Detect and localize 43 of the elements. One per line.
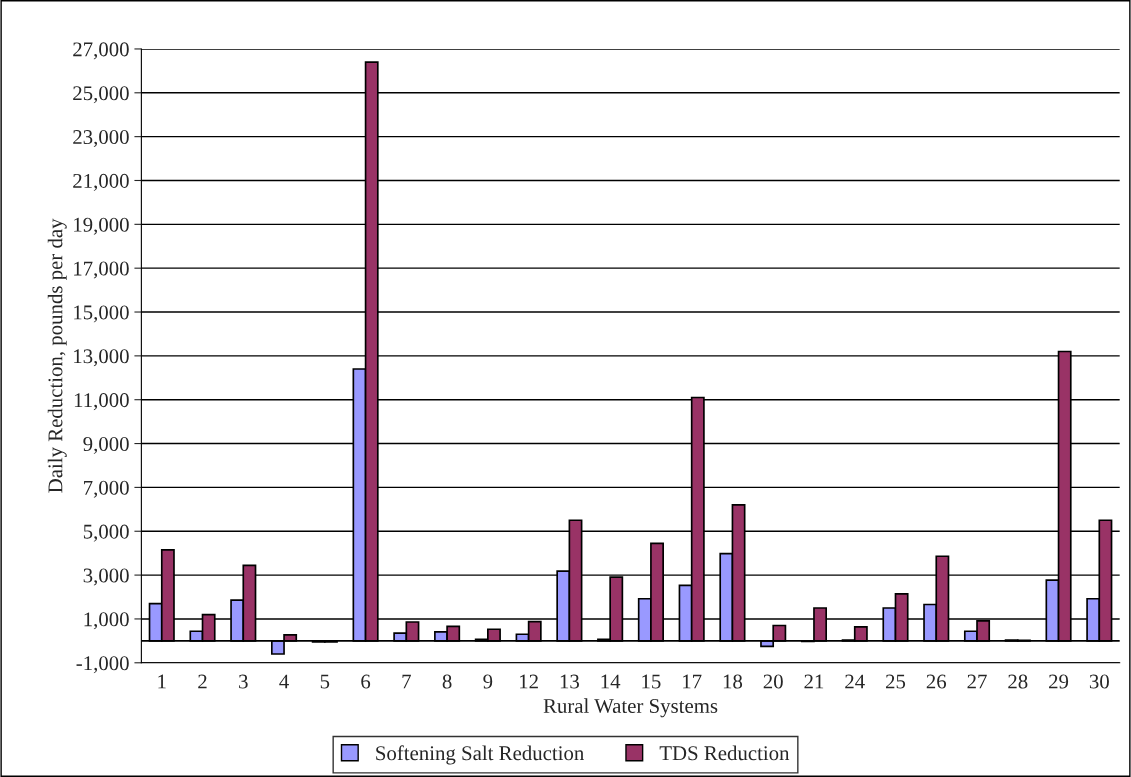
x-tick-label: 30 — [1089, 674, 1109, 689]
x-tick-label: 21 — [804, 674, 824, 689]
y-tick-label: -1,000 — [76, 656, 129, 674]
y-axis-title: Daily Reduction, pounds per day — [47, 218, 67, 493]
x-tick-label: 5 — [320, 674, 330, 689]
x-tick-label: 18 — [723, 674, 743, 689]
y-tick-label: 27,000 — [73, 42, 129, 60]
y-tick-label: 21,000 — [73, 173, 129, 191]
x-tick-label: 17 — [683, 674, 702, 689]
y-tick-label: 3,000 — [83, 568, 129, 586]
x-tick-label: 25 — [885, 674, 906, 689]
y-tick-label: 17,000 — [74, 261, 129, 279]
x-tick-label: 14 — [601, 674, 621, 689]
y-tick-label: 13,000 — [74, 349, 129, 367]
y-tick-label: 7,000 — [84, 480, 129, 498]
x-tick-label: 2 — [198, 674, 207, 689]
x-tick-label: 13 — [560, 674, 579, 689]
y-tick-label: 11,000 — [74, 393, 129, 411]
x-tick-label: 15 — [642, 674, 661, 689]
x-tick-label: 9 — [483, 674, 493, 689]
x-tick-label: 12 — [520, 674, 538, 689]
x-tick-label: 8 — [442, 674, 452, 689]
x-tick-label: 1 — [158, 674, 166, 689]
x-axis-title: Rural Water Systems — [543, 698, 718, 718]
x-tick-label: 3 — [239, 674, 248, 689]
y-tick-label: 25,000 — [73, 86, 129, 104]
x-tick-label: 29 — [1049, 674, 1069, 689]
x-tick-label: 7 — [402, 674, 411, 689]
x-tick-label: 24 — [845, 674, 865, 689]
x-tick-label: 28 — [1008, 674, 1028, 689]
legend-label: Softening Salt Reduction — [376, 745, 584, 765]
legend-label: TDS Reduction — [659, 745, 790, 761]
y-tick-label: 23,000 — [73, 130, 129, 148]
y-tick-label: 19,000 — [74, 217, 129, 235]
x-tick-label: 4 — [279, 674, 289, 689]
y-tick-label: 5,000 — [83, 524, 129, 542]
x-tick-label: 26 — [926, 674, 947, 689]
y-tick-label: 9,000 — [83, 436, 129, 454]
y-tick-label: 15,000 — [74, 305, 129, 323]
x-tick-label: 27 — [967, 674, 987, 689]
x-tick-label: 20 — [763, 674, 783, 689]
x-tick-label: 6 — [361, 674, 371, 689]
y-tick-label: 1,000 — [84, 612, 129, 630]
